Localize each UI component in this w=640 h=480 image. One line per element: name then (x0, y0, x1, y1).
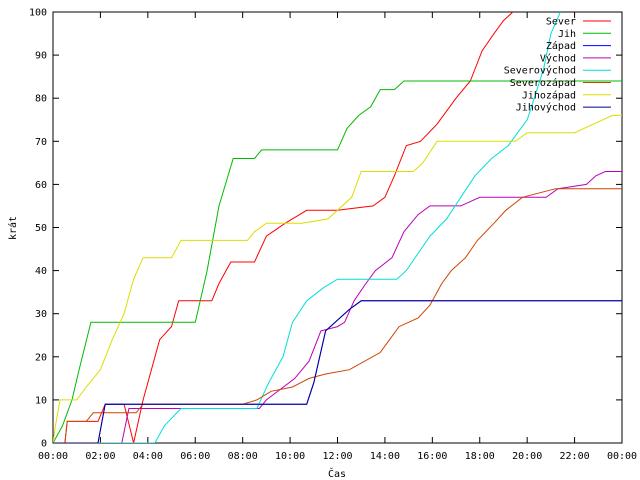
y-tick-label: 0 (41, 439, 47, 450)
y-axis: 0 10 20 30 40 50 60 70 80 90 100 (29, 8, 622, 450)
y-tick-label: 90 (35, 51, 47, 62)
series-line-7 (53, 300, 622, 443)
series-line-6 (53, 114, 622, 443)
legend-label: Východ (540, 52, 576, 64)
x-tick-label: 08:00 (228, 451, 258, 462)
y-tick-label: 30 (35, 309, 47, 320)
y-tick-label: 100 (29, 8, 47, 19)
y-tick-label: 70 (35, 137, 47, 148)
x-tick-label: 00:00 (607, 451, 637, 462)
series-line-1 (53, 80, 622, 443)
y-tick-label: 60 (35, 180, 47, 191)
series-lines (53, 12, 622, 443)
y-tick-label: 10 (35, 395, 47, 406)
x-tick-label: 20:00 (512, 451, 542, 462)
x-tick-label: 00:00 (38, 451, 68, 462)
x-tick-label: 06:00 (180, 451, 210, 462)
x-tick-label: 12:00 (322, 451, 352, 462)
y-tick-label: 20 (35, 352, 47, 363)
series-line-4 (53, 12, 561, 443)
series-line-0 (53, 12, 514, 443)
y-axis-label: krát (7, 216, 19, 240)
x-tick-label: 16:00 (417, 451, 447, 462)
x-tick-label: 02:00 (85, 451, 115, 462)
legend-label: Severozápad (510, 77, 576, 89)
x-tick-label: 22:00 (560, 451, 590, 462)
legend-label: Jihozápad (522, 89, 576, 101)
legend-label: Sever (546, 17, 576, 28)
series-line-5 (53, 188, 622, 443)
x-axis: 00:00 02:00 04:00 06:00 08:00 10:00 12:00 14:00… (38, 12, 637, 462)
y-tick-label: 50 (35, 223, 47, 234)
x-tick-label: 10:00 (275, 451, 305, 462)
x-tick-label: 04:00 (133, 451, 163, 462)
series-line-3 (53, 171, 622, 443)
x-axis-label: Čas (328, 467, 346, 480)
legend-label: Jihovýchod (516, 102, 576, 114)
y-tick-label: 80 (35, 94, 47, 105)
y-tick-label: 40 (35, 266, 47, 277)
legend-label: Jih (558, 29, 576, 40)
legend-label: Západ (546, 40, 576, 52)
x-tick-label: 14:00 (370, 451, 400, 462)
legend-label: Severovýchod (504, 65, 576, 77)
x-tick-label: 18:00 (465, 451, 495, 462)
legend: SeverJihZápadVýchodSeverovýchodSeverozáp… (504, 17, 611, 114)
